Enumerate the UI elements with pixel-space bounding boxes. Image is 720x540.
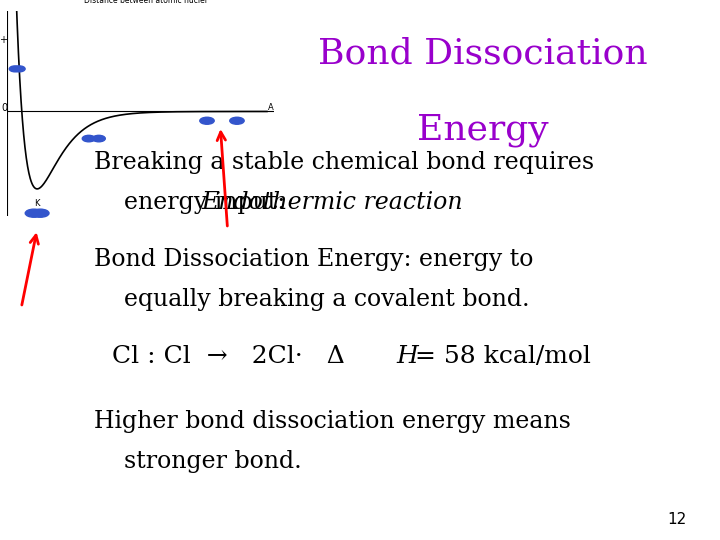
- Text: stronger bond.: stronger bond.: [94, 450, 302, 473]
- Text: 0: 0: [1, 103, 7, 113]
- Text: K: K: [35, 199, 40, 208]
- Text: Higher bond dissociation energy means: Higher bond dissociation energy means: [94, 410, 570, 433]
- Text: Bond Dissociation Energy: energy to: Bond Dissociation Energy: energy to: [94, 248, 533, 271]
- Text: Distance between atomic nuclei: Distance between atomic nuclei: [84, 0, 207, 5]
- Text: Bond Dissociation: Bond Dissociation: [318, 37, 647, 71]
- Text: Endothermic reaction: Endothermic reaction: [202, 191, 463, 214]
- Text: Breaking a stable chemical bond requires: Breaking a stable chemical bond requires: [94, 151, 594, 173]
- Text: equally breaking a covalent bond.: equally breaking a covalent bond.: [94, 288, 529, 311]
- Text: energy input:: energy input:: [94, 191, 292, 214]
- Text: Cl : Cl  →   2Cl·   Δ: Cl : Cl → 2Cl· Δ: [112, 345, 344, 368]
- Text: = 58 kcal/mol: = 58 kcal/mol: [407, 345, 590, 368]
- Text: H: H: [396, 345, 418, 368]
- Text: +: +: [0, 35, 7, 45]
- Text: A: A: [269, 103, 274, 112]
- Text: 12: 12: [667, 511, 686, 526]
- Text: Energy: Energy: [417, 113, 548, 146]
